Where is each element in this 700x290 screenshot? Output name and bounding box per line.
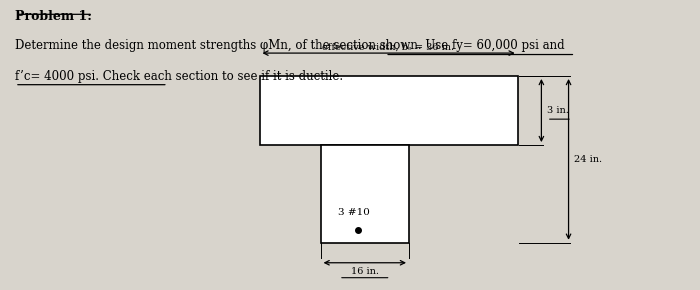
Text: Problem 1:: Problem 1:: [15, 10, 92, 23]
Text: Determine the design moment strengths φMn, of the section shown. Use fy= 60,000 : Determine the design moment strengths φM…: [15, 39, 565, 52]
Text: effective width, bₑ = 36 in.: effective width, bₑ = 36 in.: [323, 43, 454, 52]
Bar: [260, 76, 517, 145]
Text: 16 in.: 16 in.: [351, 267, 379, 276]
Text: 3 in.: 3 in.: [547, 106, 568, 115]
Text: 24 in.: 24 in.: [574, 155, 602, 164]
Text: 3 #10: 3 #10: [337, 208, 370, 217]
Bar: [321, 145, 409, 243]
Text: f’c= 4000 psi. Check each section to see if it is ductile.: f’c= 4000 psi. Check each section to see…: [15, 70, 343, 83]
